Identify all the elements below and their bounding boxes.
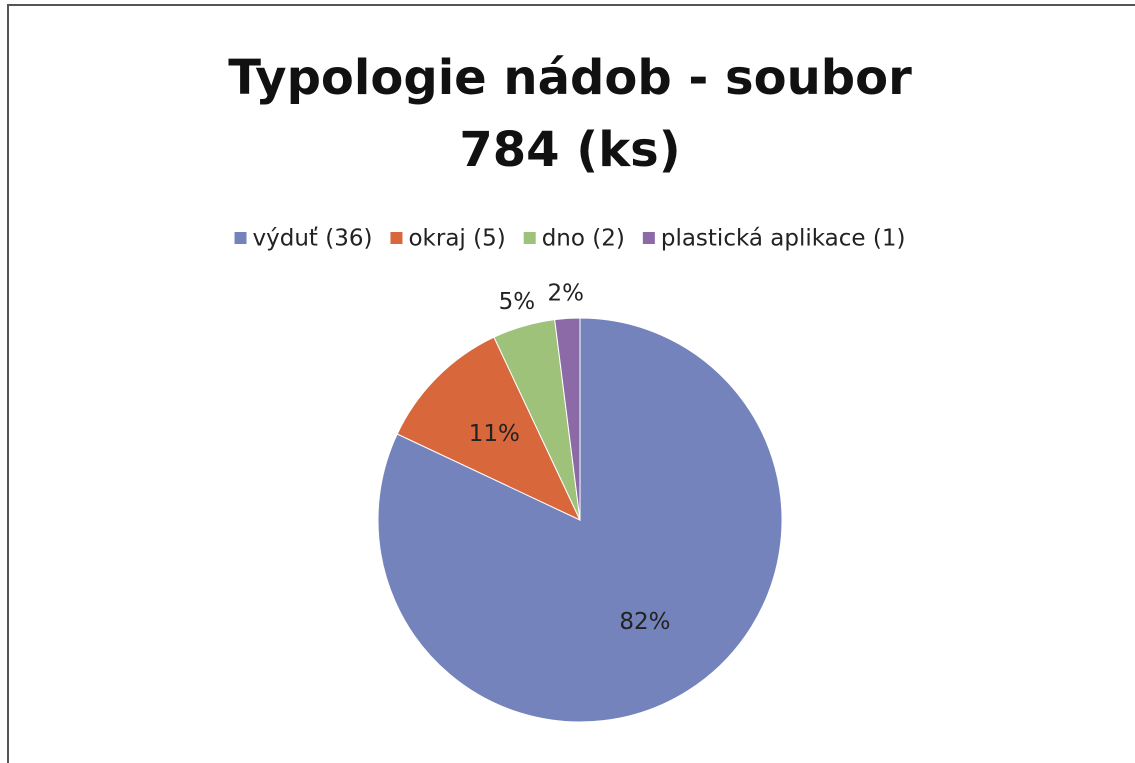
data-label: 2% (548, 281, 585, 307)
legend-swatch (390, 232, 403, 244)
legend-label: dno (2) (542, 226, 625, 252)
pie-slice (396, 336, 582, 522)
chart-frame (7, 4, 1135, 763)
legend-label: plastická aplikace (1) (661, 226, 906, 252)
pie-slice (554, 317, 581, 521)
legend-swatch (523, 232, 536, 244)
data-label: 82% (619, 609, 670, 635)
legend-label: okraj (5) (408, 226, 505, 252)
chart-title: Typologie nádob - soubor 784 (ks) (228, 50, 912, 178)
legend-swatch (642, 232, 655, 244)
data-label: 11% (469, 421, 520, 447)
legend-swatch (234, 232, 247, 244)
legend-label: výduť (36) (253, 226, 373, 252)
data-label: 5% (499, 289, 536, 315)
